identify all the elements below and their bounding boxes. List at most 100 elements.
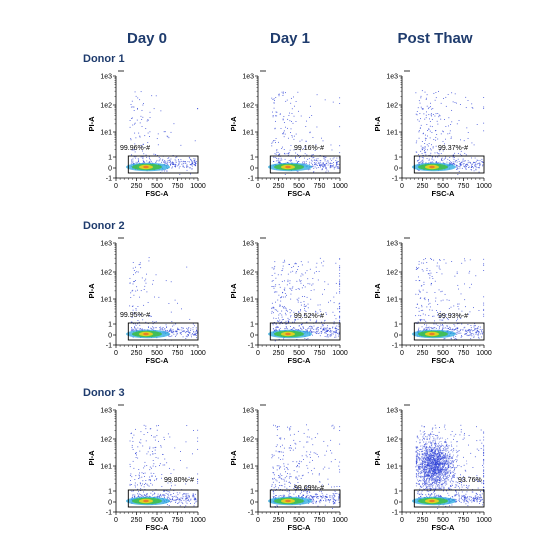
event-dot (306, 424, 307, 426)
event-dot (279, 476, 281, 478)
event-dot (470, 452, 472, 454)
event-dot (182, 327, 184, 329)
event-dot (279, 323, 281, 325)
event-dot (339, 486, 341, 487)
event-dot (433, 92, 435, 94)
event-dot (427, 450, 428, 452)
event-dot (273, 307, 275, 309)
event-dot (483, 444, 485, 446)
event-dot (140, 115, 142, 117)
event-dot (423, 426, 425, 428)
event-dot (182, 164, 184, 166)
event-dot (194, 493, 196, 495)
event-dot (320, 331, 322, 333)
event-dot (166, 497, 168, 499)
event-dot (139, 122, 141, 124)
event-dot (146, 465, 148, 467)
event-dot (477, 334, 479, 336)
event-dot (458, 478, 460, 480)
event-dot (460, 163, 462, 165)
x-tick-label: 250 (273, 183, 285, 190)
event-dot (483, 473, 485, 475)
event-dot (444, 327, 446, 329)
event-dot (456, 123, 458, 125)
event-dot (271, 484, 273, 486)
event-dot (483, 432, 485, 434)
event-dot (316, 319, 318, 321)
event-dot (431, 259, 432, 260)
event-dot (453, 158, 455, 160)
event-dot (321, 169, 323, 171)
event-dot (283, 307, 285, 309)
event-dot (310, 289, 312, 291)
event-dot (283, 136, 285, 138)
event-dot (319, 315, 321, 317)
event-dot (161, 170, 163, 172)
event-dot (338, 496, 340, 498)
event-dot (282, 458, 284, 460)
event-dot (281, 475, 283, 476)
event-dot (282, 307, 284, 309)
event-dot (418, 100, 420, 102)
event-dot (179, 501, 181, 503)
event-dot (281, 159, 283, 161)
event-dot (142, 157, 144, 159)
event-dot (456, 165, 458, 167)
event-dot (483, 302, 485, 304)
event-dot (453, 460, 455, 462)
event-dot (143, 486, 145, 488)
event-dot (280, 484, 282, 486)
event-dot (166, 504, 168, 506)
event-dot (461, 335, 462, 337)
event-dot (456, 161, 458, 163)
event-dot (294, 321, 295, 323)
event-dot (332, 311, 334, 313)
event-dot (142, 104, 144, 106)
event-dot (295, 491, 297, 493)
event-dot (325, 171, 327, 173)
event-dot (191, 163, 193, 165)
event-dot (276, 469, 278, 471)
event-dot (467, 162, 469, 164)
event-dot (440, 488, 442, 490)
event-dot (138, 328, 140, 330)
event-dot (467, 487, 469, 489)
event-dot (431, 468, 433, 470)
event-dot (167, 158, 169, 159)
x-tick-label: 1000 (190, 183, 206, 190)
event-dot (291, 267, 293, 268)
event-dot (160, 110, 162, 112)
event-dot (443, 97, 445, 99)
event-dot (186, 166, 188, 168)
event-dot (179, 329, 181, 331)
event-dot (435, 129, 437, 131)
x-tick-label: 0 (400, 517, 404, 524)
event-dot (429, 125, 431, 127)
event-dot (162, 495, 164, 496)
event-dot (420, 150, 422, 152)
event-dot (301, 287, 303, 289)
event-dot (471, 335, 473, 337)
event-dot (449, 163, 451, 165)
event-dot (312, 334, 313, 336)
event-dot (442, 319, 444, 321)
x-tick-label: 0 (256, 183, 260, 190)
event-dot (425, 472, 427, 474)
event-dot (166, 496, 168, 498)
event-dot (472, 162, 474, 164)
event-dot (184, 493, 186, 495)
event-dot (144, 494, 146, 496)
event-dot (289, 429, 291, 431)
event-dot (434, 455, 436, 457)
event-dot (462, 478, 464, 480)
event-dot (164, 490, 166, 492)
event-dot (132, 440, 134, 442)
event-dot (142, 472, 144, 474)
event-dot (131, 290, 133, 292)
x-tick-label: 750 (458, 183, 470, 190)
event-dot (165, 162, 167, 164)
event-dot (471, 163, 473, 165)
event-dot (142, 116, 144, 118)
gate-percentage-label: 99.80%-# (164, 477, 194, 484)
